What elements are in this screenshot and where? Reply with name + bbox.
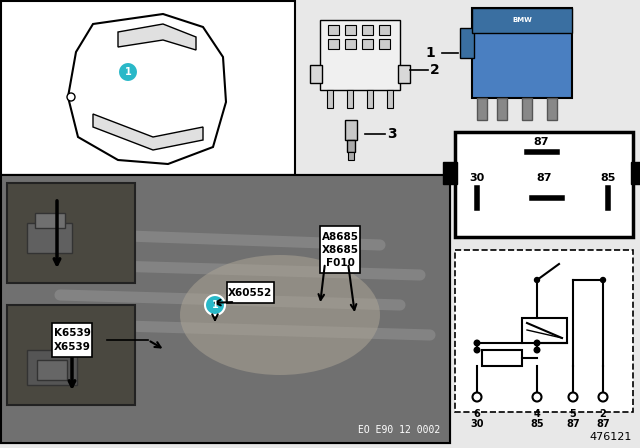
Text: 30: 30 xyxy=(470,419,484,429)
Circle shape xyxy=(205,295,225,315)
Bar xyxy=(455,132,633,237)
Text: A8685: A8685 xyxy=(321,232,358,242)
Bar xyxy=(327,90,333,108)
Bar xyxy=(362,39,373,49)
Text: 3: 3 xyxy=(387,127,397,141)
Circle shape xyxy=(600,277,605,283)
Text: 4: 4 xyxy=(534,409,540,419)
Text: 87: 87 xyxy=(596,419,610,429)
Bar xyxy=(1,175,450,443)
Bar xyxy=(631,162,640,184)
Bar xyxy=(379,39,390,49)
Bar xyxy=(310,65,322,83)
Bar xyxy=(52,323,92,357)
Text: 87: 87 xyxy=(566,419,580,429)
Bar xyxy=(547,98,557,120)
Polygon shape xyxy=(93,114,203,150)
Text: X8685: X8685 xyxy=(321,245,358,255)
Text: 1: 1 xyxy=(125,67,131,77)
Bar xyxy=(1,175,450,443)
Bar xyxy=(379,25,390,35)
Text: BMW: BMW xyxy=(512,17,532,23)
Bar xyxy=(482,350,522,366)
Bar xyxy=(472,8,572,98)
Bar xyxy=(27,223,72,253)
Text: EO E90 12 0002: EO E90 12 0002 xyxy=(358,425,440,435)
Text: 6: 6 xyxy=(474,409,481,419)
Bar xyxy=(522,318,567,343)
Bar xyxy=(522,98,532,120)
Bar xyxy=(345,39,356,49)
Text: 1: 1 xyxy=(425,46,435,60)
Bar xyxy=(443,162,457,184)
Polygon shape xyxy=(68,14,226,164)
Bar xyxy=(328,25,339,35)
Bar xyxy=(345,120,357,140)
Circle shape xyxy=(534,347,540,353)
Bar xyxy=(347,90,353,108)
Bar xyxy=(362,25,373,35)
Text: 87: 87 xyxy=(536,173,552,183)
Text: 476121: 476121 xyxy=(589,432,632,442)
Circle shape xyxy=(532,392,541,401)
Circle shape xyxy=(568,392,577,401)
Bar xyxy=(320,20,400,90)
Bar xyxy=(328,39,339,49)
Text: 87: 87 xyxy=(533,137,548,147)
Bar xyxy=(35,213,65,228)
Bar xyxy=(455,250,633,412)
Text: K6539: K6539 xyxy=(54,328,90,339)
Bar xyxy=(472,8,572,33)
Bar xyxy=(348,152,354,160)
Circle shape xyxy=(118,62,138,82)
Text: 85: 85 xyxy=(530,419,544,429)
Circle shape xyxy=(598,392,607,401)
Text: 5: 5 xyxy=(570,409,577,419)
Bar xyxy=(387,90,393,108)
Bar xyxy=(477,98,487,120)
Text: 30: 30 xyxy=(469,173,484,183)
Text: 2: 2 xyxy=(430,63,440,77)
Text: X6539: X6539 xyxy=(54,341,90,352)
Text: F010: F010 xyxy=(326,258,355,268)
Bar xyxy=(497,98,507,120)
Text: 2: 2 xyxy=(600,409,606,419)
Text: X60552: X60552 xyxy=(228,288,272,298)
Ellipse shape xyxy=(180,255,380,375)
Bar xyxy=(367,90,373,108)
Circle shape xyxy=(474,340,480,346)
Text: 85: 85 xyxy=(600,173,616,183)
Bar xyxy=(320,227,360,273)
Circle shape xyxy=(472,392,481,401)
Bar xyxy=(398,65,410,83)
Bar xyxy=(1,1,295,175)
Bar xyxy=(460,28,474,58)
Circle shape xyxy=(534,340,540,346)
Bar xyxy=(227,283,273,303)
Bar xyxy=(345,25,356,35)
Circle shape xyxy=(67,93,75,101)
Text: 1: 1 xyxy=(212,300,218,310)
Bar xyxy=(347,140,355,152)
Circle shape xyxy=(474,347,480,353)
Bar xyxy=(7,305,135,405)
Polygon shape xyxy=(118,24,196,50)
Bar xyxy=(27,350,77,385)
Bar xyxy=(7,183,135,283)
Bar xyxy=(37,360,67,380)
Circle shape xyxy=(534,277,540,283)
